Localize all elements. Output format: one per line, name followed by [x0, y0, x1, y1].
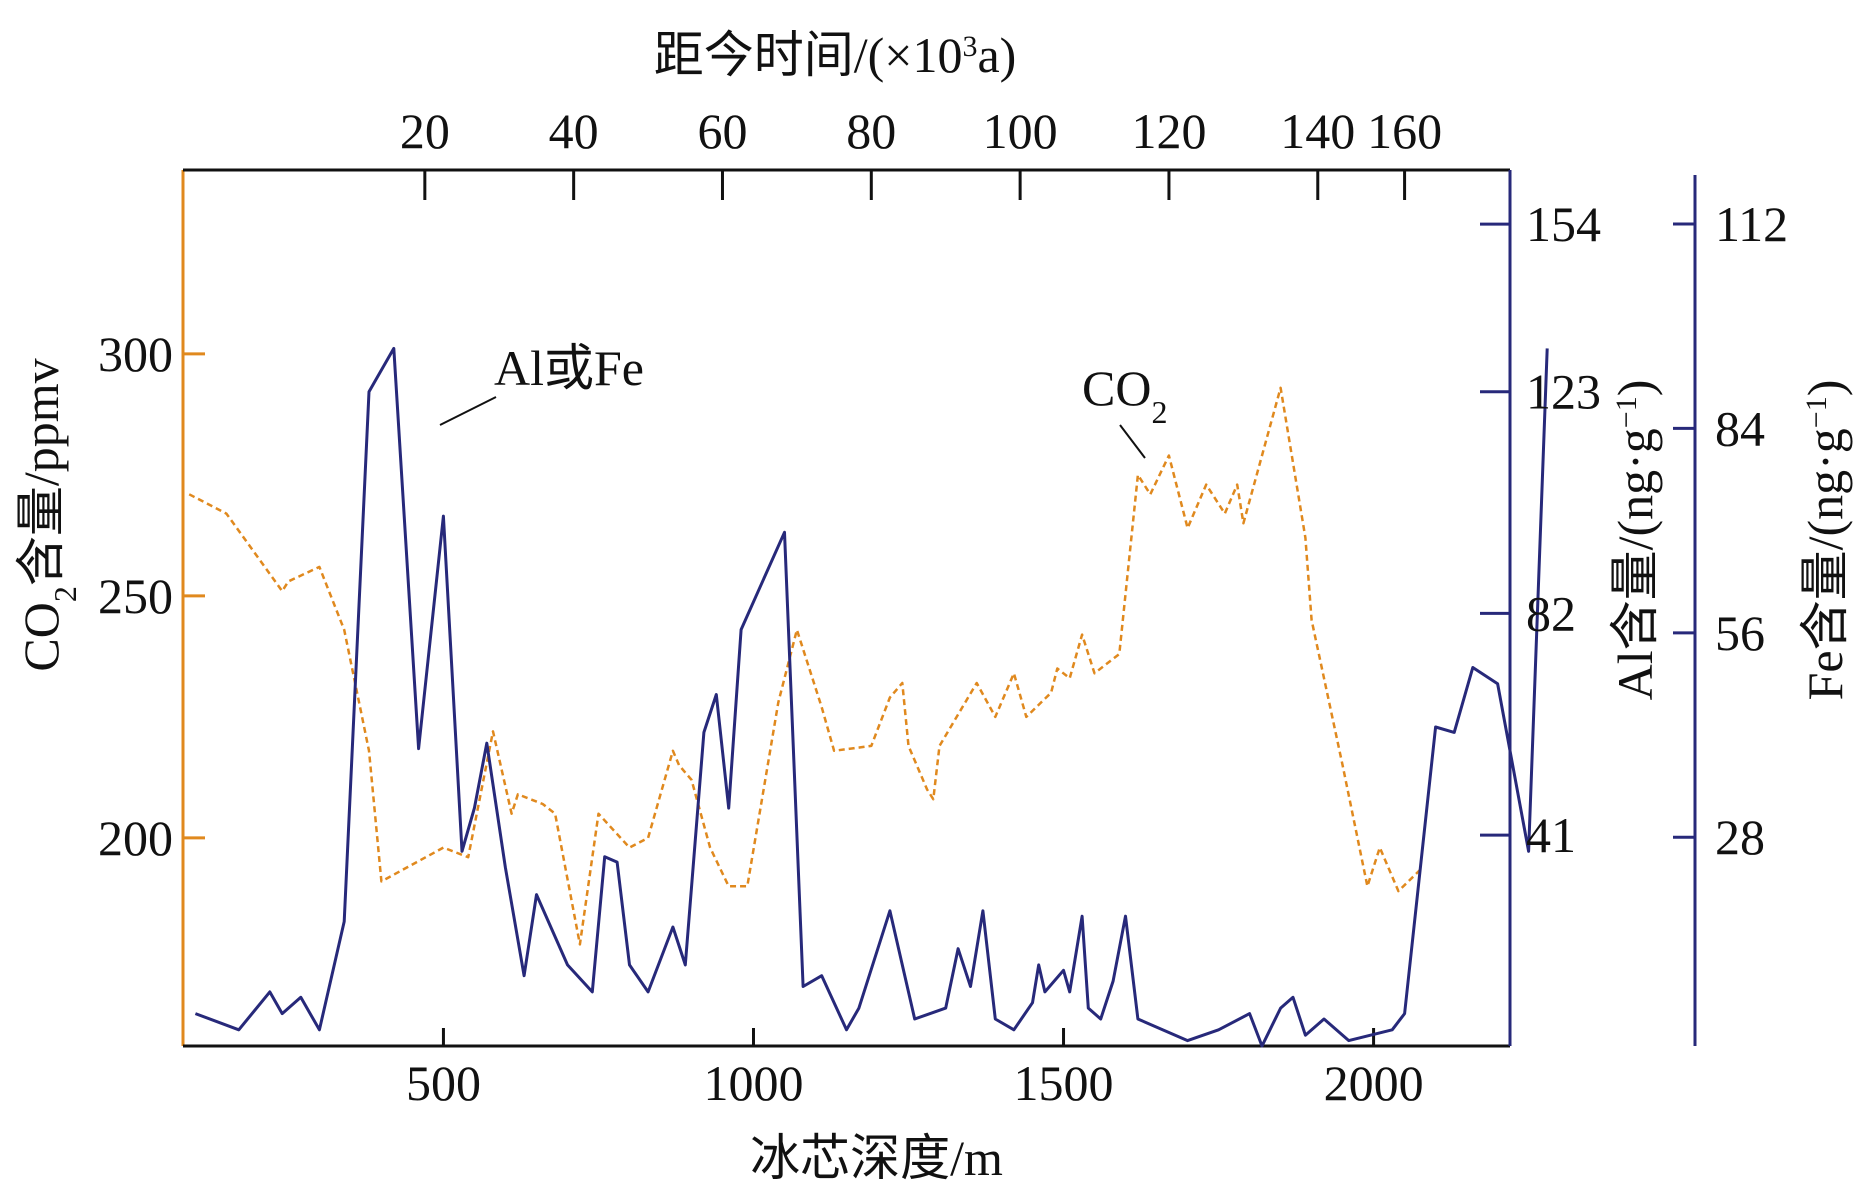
anno-co2-leader: [1119, 424, 1146, 459]
anno-al-fe-leader: [439, 396, 497, 426]
y-fe-tick-label: 56: [1715, 605, 1765, 661]
y-al-tick-label: 154: [1526, 196, 1601, 252]
x-top-tick-label: 160: [1367, 103, 1442, 159]
y-fe-tick-label: 84: [1715, 400, 1765, 456]
axes-layer: [181, 168, 1697, 1048]
x-top-tick-label: 20: [400, 103, 450, 159]
anno-co2-label: CO2: [1082, 360, 1167, 430]
x-top-tick-label: 80: [846, 103, 896, 159]
x-top-tick-label: 120: [1131, 103, 1206, 159]
y-left-tick-label: 300: [98, 326, 173, 382]
y-al-tick-label: 82: [1526, 585, 1576, 641]
text-layer: 500 1000 1500 2000 20 40 60 80 100 120 140 160 200 25…: [13, 27, 1853, 1186]
x-top-tick-label: 40: [549, 103, 599, 159]
series-al-fe-line: [194, 346, 1549, 1048]
y-al-axis-title: Al含量/(ng·g−1): [1607, 380, 1663, 701]
x-bottom-tick-label: 1500: [1014, 1055, 1114, 1111]
y-al-tick-label: 123: [1526, 364, 1601, 420]
series-co2-line: [188, 386, 1425, 946]
x-top-tick-label: 140: [1280, 103, 1355, 159]
x-bottom-tick-label: 500: [406, 1055, 481, 1111]
x-top-tick-label: 60: [697, 103, 747, 159]
y-left-tick-label: 200: [98, 810, 173, 866]
x-bottom-axis-title: 冰芯深度/m: [750, 1130, 1003, 1186]
y-fe-axis-title: Fe含量/(ng·g−1): [1797, 380, 1853, 701]
y-al-tick-label: 41: [1526, 807, 1576, 863]
x-bottom-tick-label: 2000: [1324, 1055, 1424, 1111]
x-top-tick-label: 100: [983, 103, 1058, 159]
y-left-tick-label: 250: [98, 568, 173, 624]
anno-al-fe-label: Al或Fe: [494, 340, 644, 396]
y-fe-tick-label: 112: [1715, 196, 1788, 252]
x-bottom-tick-label: 1000: [703, 1055, 803, 1111]
y-fe-tick-label: 28: [1715, 809, 1765, 865]
y-left-axis-title: CO2含量/ppmv: [13, 358, 83, 671]
series-layer: [188, 346, 1549, 1048]
x-top-axis-title: 距今时间/(×103a): [654, 27, 1017, 83]
